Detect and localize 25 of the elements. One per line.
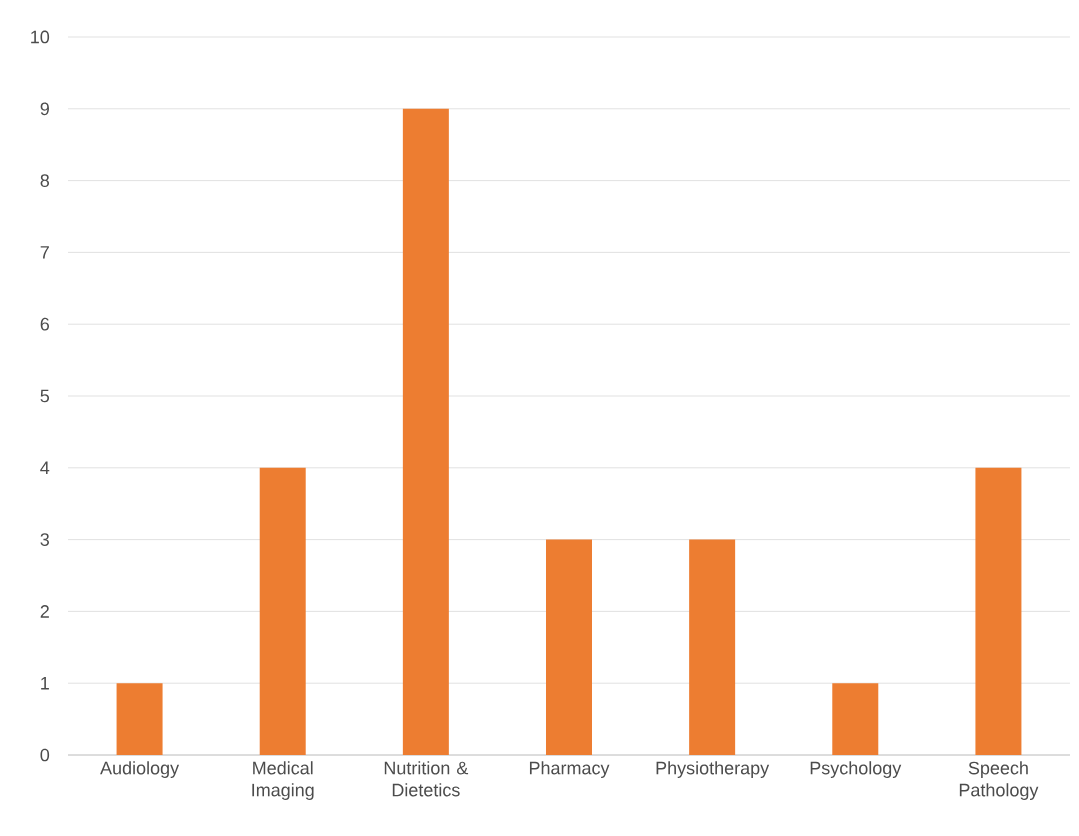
y-tick-label: 7: [40, 246, 49, 259]
y-tick-label: 6: [40, 317, 50, 331]
y-tick-label: 2: [40, 605, 49, 618]
x-tick-label: Psychology: [810, 761, 902, 778]
bar: [116, 683, 163, 755]
y-tick-label: 4: [40, 461, 50, 474]
x-tick-label: Medical Imaging: [252, 761, 314, 800]
y-tick-label: 10: [31, 30, 50, 44]
y-tick-label: 5: [40, 389, 50, 403]
x-tick-label: Audiology: [100, 761, 180, 778]
x-tick-label: Pharmacy: [529, 761, 610, 778]
y-tick-label: 1: [41, 677, 49, 690]
y-tick-label: 8: [40, 174, 50, 187]
bar: [832, 683, 879, 755]
bar: [975, 467, 1022, 755]
y-tick-label: 9: [40, 102, 49, 116]
bar: [259, 467, 306, 755]
bar: [546, 539, 592, 755]
y-tick-label: 3: [40, 533, 50, 546]
bar: [689, 539, 736, 755]
x-tick-label: Speech Pathology: [959, 761, 1039, 800]
bar: [402, 108, 449, 755]
x-tick-label: Physiotherapy: [656, 761, 770, 778]
y-tick-label: 0: [40, 748, 50, 762]
x-tick-label: Nutrition & Dietetics: [384, 761, 469, 797]
